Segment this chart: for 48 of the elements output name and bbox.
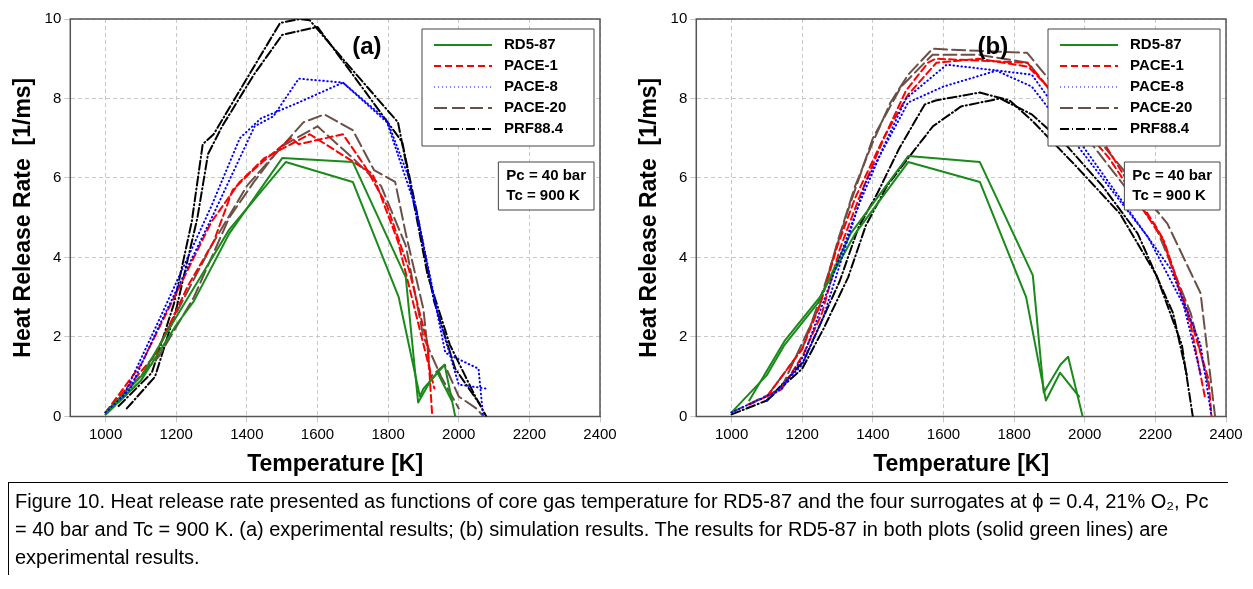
y-tick-label: 8 xyxy=(678,88,688,106)
y-tick-label: 4 xyxy=(52,247,62,265)
y-tick-label: 6 xyxy=(52,168,62,186)
y-tick-label: 4 xyxy=(678,247,688,265)
x-tick-label: 2000 xyxy=(442,424,476,442)
x-tick-label: 1400 xyxy=(230,424,264,442)
x-tick-label: 2200 xyxy=(512,424,547,442)
x-tick-label: 1400 xyxy=(856,424,890,442)
y-tick-label: 2 xyxy=(678,327,688,345)
legend-label: PRF88.4 xyxy=(504,119,564,137)
legend-label: RD5-87 xyxy=(1130,35,1182,53)
x-tick-label: 1600 xyxy=(300,424,335,442)
annotation: Pc = 40 bar xyxy=(1132,166,1213,184)
legend-label: PACE-8 xyxy=(504,77,558,95)
y-tick-label: 2 xyxy=(52,327,62,345)
x-tick-label: 2200 xyxy=(1138,424,1173,442)
x-axis-title: Temperature [K] xyxy=(247,449,424,476)
annotation: Pc = 40 bar xyxy=(506,166,587,184)
y-tick-label: 8 xyxy=(52,88,62,106)
y-tick-label: 10 xyxy=(44,9,62,27)
y-tick-label: 0 xyxy=(678,406,688,424)
x-tick-label: 1200 xyxy=(159,424,193,442)
legend-label: PACE-20 xyxy=(504,98,567,116)
x-tick-label: 2000 xyxy=(1068,424,1102,442)
annotation: Tc = 900 K xyxy=(1132,186,1207,204)
x-tick-label: 2400 xyxy=(1209,424,1243,442)
annotation: Tc = 900 K xyxy=(506,186,581,204)
x-tick-label: 1000 xyxy=(88,424,123,442)
y-axis-title: Heat Release Rate [1/ms] xyxy=(9,77,36,358)
legend-label: PACE-1 xyxy=(504,56,558,74)
y-tick-label: 10 xyxy=(670,9,688,27)
legend-label: PRF88.4 xyxy=(1130,119,1190,137)
y-tick-label: 6 xyxy=(678,168,688,186)
annotation: (a) xyxy=(352,31,382,59)
legend-label: RD5-87 xyxy=(504,35,556,53)
x-tick-label: 2400 xyxy=(583,424,617,442)
y-axis-title: Heat Release Rate [1/ms] xyxy=(635,77,662,358)
x-tick-label: 1800 xyxy=(997,424,1031,442)
x-tick-label: 1000 xyxy=(714,424,749,442)
y-tick-label: 0 xyxy=(52,406,62,424)
x-tick-label: 1600 xyxy=(926,424,961,442)
x-tick-label: 1200 xyxy=(785,424,819,442)
legend-label: PACE-8 xyxy=(1130,77,1184,95)
x-axis-title: Temperature [K] xyxy=(873,449,1050,476)
x-tick-label: 1800 xyxy=(371,424,405,442)
legend-label: PACE-1 xyxy=(1130,56,1184,74)
legend-label: PACE-20 xyxy=(1130,98,1193,116)
caption: Figure 10. Heat release rate presented as functions of core gas temperature for RD5-87 and the four surrogates at ϕ = 0.4, 21% O₂, Pc = 40 bar and Tc = 900 K. (a) experimental results; (b) simulation results. The results for RD5-87 in both plots (solid green lines) are experimental results. xyxy=(15,489,1210,570)
